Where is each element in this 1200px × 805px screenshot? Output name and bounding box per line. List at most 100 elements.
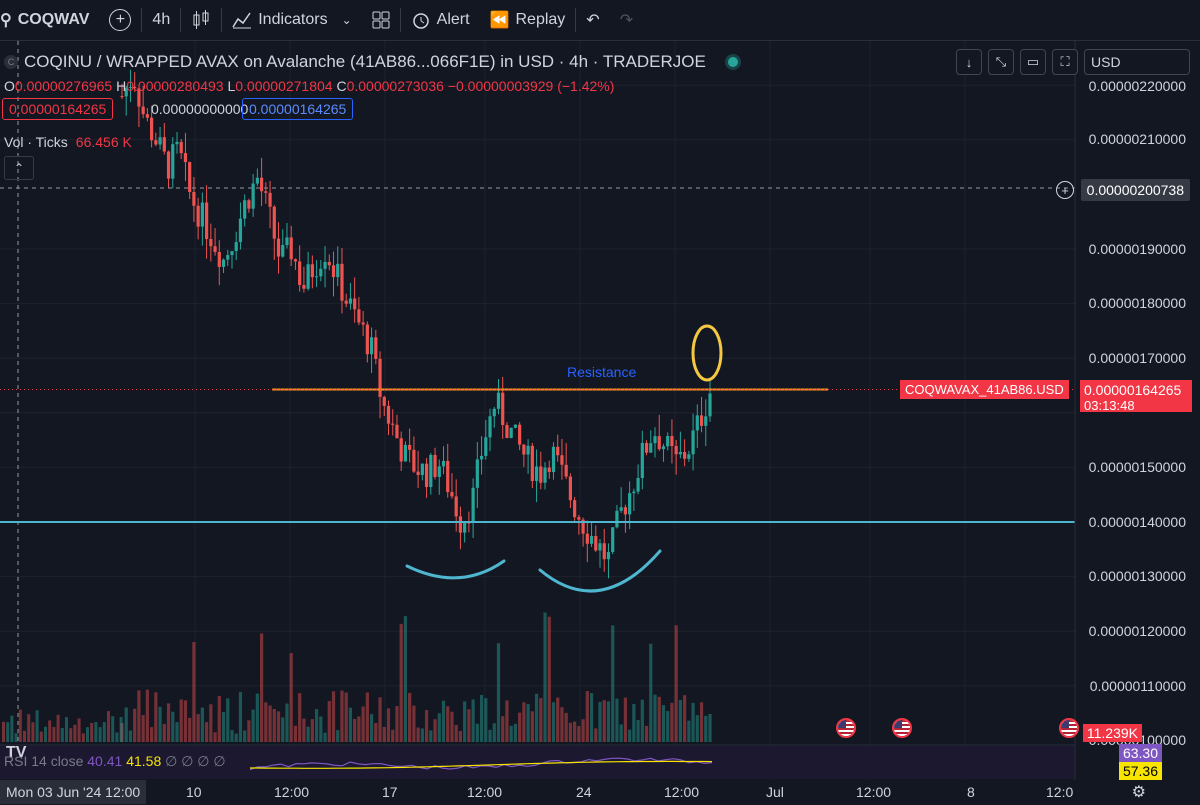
undo-button[interactable]: ↶ xyxy=(576,0,609,40)
collapse-legend-button[interactable]: ⌃ xyxy=(4,156,34,180)
volume-bar xyxy=(60,727,64,742)
fullscreen-button[interactable]: ⛶ xyxy=(1052,49,1078,75)
candle-body xyxy=(433,454,437,477)
indicators-button[interactable]: Indicators ⌄ xyxy=(222,0,361,40)
left-shoulder-curve[interactable] xyxy=(405,559,506,580)
chart-title[interactable]: COQINU / WRAPPED AVAX on Avalanche (41AB… xyxy=(24,52,706,71)
market-status-indicator[interactable] xyxy=(727,57,738,67)
candle-body xyxy=(437,466,441,477)
volume-bar xyxy=(522,702,526,742)
alert-button[interactable]: Alert xyxy=(401,0,480,40)
volume-bar xyxy=(272,709,276,742)
candle-body xyxy=(395,424,399,439)
candle-body xyxy=(446,460,450,493)
maximize-button[interactable]: ⤡ xyxy=(988,49,1014,75)
volume-bar xyxy=(611,625,615,742)
spread-value: 0.00000000000 xyxy=(151,101,249,117)
last-price-value: 0.00000164265 xyxy=(1084,382,1182,398)
candle-body xyxy=(628,493,632,515)
ask-price-box[interactable]: 0.00000164265 xyxy=(242,98,354,120)
redo-button[interactable]: ↷ xyxy=(610,0,643,40)
rsi-ma-line xyxy=(250,760,713,769)
replay-button[interactable]: ⏪ Replay xyxy=(480,0,576,40)
maximize-icon: ⤡ xyxy=(995,54,1007,69)
volume-bar xyxy=(293,725,298,742)
candle-body xyxy=(293,259,298,262)
volume-bar xyxy=(670,702,674,742)
volume-bar xyxy=(581,719,585,742)
volume-bar xyxy=(48,720,52,742)
interval-button[interactable]: 4h xyxy=(142,0,180,40)
time-axis[interactable]: Mon 03 Jun '24 12:00 10 12:00 17 12:00 2… xyxy=(0,780,1200,805)
candle-body xyxy=(188,162,192,192)
volume-bar xyxy=(289,653,293,742)
candle-body xyxy=(162,137,166,152)
us-flag-event-icon[interactable] xyxy=(836,718,856,738)
volume-bar xyxy=(649,643,653,742)
rewind-icon: ⏪ xyxy=(489,12,510,29)
scroll-to-bottom-button[interactable]: ↓ xyxy=(956,49,982,75)
volume-indicator-name[interactable]: Vol · Ticks xyxy=(4,134,68,150)
volume-bar xyxy=(391,729,395,742)
volume-bar xyxy=(162,723,166,742)
volume-bar xyxy=(382,726,386,742)
volume-bar xyxy=(577,726,581,742)
volume-bar xyxy=(154,692,158,742)
volume-bar xyxy=(166,703,171,742)
candle-body xyxy=(141,106,145,115)
chart-type-button[interactable] xyxy=(181,0,221,40)
highlight-circle[interactable] xyxy=(691,324,723,382)
rsi-indicator-name[interactable]: RSI 14 close xyxy=(4,753,84,769)
candle-body xyxy=(196,205,200,227)
candle-body xyxy=(661,446,666,450)
price-tick: 0.00000150000 xyxy=(1088,459,1186,475)
us-flag-event-icon[interactable] xyxy=(1059,718,1079,738)
candle-body xyxy=(611,527,615,553)
candle-body xyxy=(551,446,556,473)
candle-body xyxy=(145,114,149,118)
volume-bar xyxy=(463,701,467,742)
tradingview-logo[interactable]: TV xyxy=(6,744,27,761)
volume-bar xyxy=(137,690,141,742)
currency-select[interactable]: USD xyxy=(1084,49,1190,75)
gear-icon[interactable]: ⚙ xyxy=(1131,784,1146,801)
price-chart[interactable] xyxy=(0,41,1200,805)
volume-bar xyxy=(213,732,217,742)
candle-body xyxy=(691,430,695,455)
candle-body xyxy=(302,284,306,289)
symbol-search-button[interactable]: ⚲ COQWAV xyxy=(0,0,99,40)
chart-controls: ↓ ⤡ ▭ ⛶ USD xyxy=(956,49,1190,75)
volume-bar xyxy=(378,697,382,742)
candle-body xyxy=(171,144,175,179)
volume-bar xyxy=(196,714,200,742)
candle-body xyxy=(128,86,133,88)
compare-button[interactable]: + xyxy=(99,0,141,40)
volume-bar xyxy=(374,723,378,742)
us-flag-event-icon[interactable] xyxy=(892,718,912,738)
screenshot-button[interactable]: ▭ xyxy=(1020,49,1046,75)
candle-body xyxy=(615,510,619,528)
layouts-button[interactable] xyxy=(362,0,400,40)
volume-bar xyxy=(632,703,636,742)
time-tick: 12:00 xyxy=(274,784,310,800)
bid-price-box[interactable]: 0.00000164265 xyxy=(2,98,114,120)
volume-bar xyxy=(412,705,416,742)
volume-bar xyxy=(310,719,314,742)
rsi-axis-label: 63.30 xyxy=(1118,744,1162,762)
chevron-down-icon: ⌄ xyxy=(341,13,352,27)
candle-body xyxy=(420,463,424,476)
right-shoulder-curve[interactable] xyxy=(538,549,662,593)
add-alert-plus-icon[interactable]: + xyxy=(1056,181,1074,199)
candle-body xyxy=(213,246,217,252)
toolbar-divider xyxy=(221,8,223,32)
volume-bar xyxy=(450,711,454,742)
alarm-clock-icon xyxy=(412,13,429,29)
candle-body xyxy=(704,416,708,426)
volume-bar xyxy=(115,732,119,742)
candle-body xyxy=(200,202,204,227)
resistance-label[interactable]: Resistance xyxy=(567,364,637,380)
volume-bar xyxy=(234,733,238,742)
volume-bar xyxy=(141,715,145,742)
volume-bar xyxy=(27,714,31,742)
price-tick: 0.00000140000 xyxy=(1088,514,1186,530)
